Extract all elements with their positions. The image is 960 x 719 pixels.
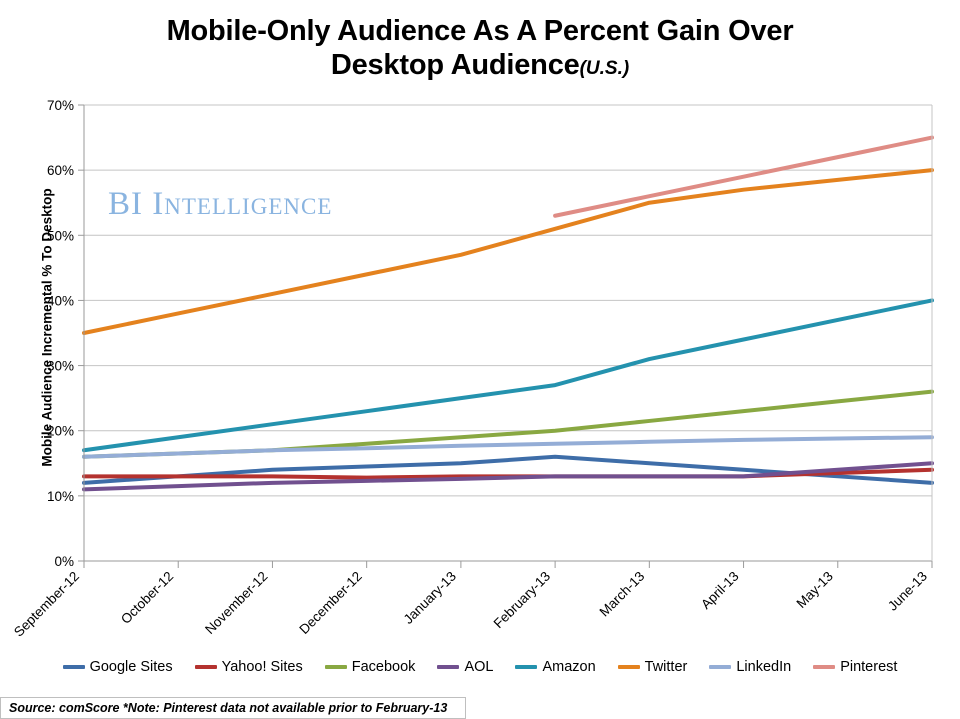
legend-item-yahoo-sites[interactable]: Yahoo! Sites bbox=[194, 659, 303, 675]
x-axis-tick-label: April-13 bbox=[698, 569, 742, 613]
series-line-linkedin bbox=[82, 435, 934, 459]
legend-item-twitter[interactable]: Twitter bbox=[617, 659, 688, 675]
series-line-aol bbox=[82, 461, 934, 492]
y-axis-tick-label: 50% bbox=[47, 228, 74, 243]
legend-swatch bbox=[709, 665, 732, 669]
legend-item-linkedin[interactable]: LinkedIn bbox=[709, 659, 791, 675]
chart-legend: Google Sites Yahoo! Sites Facebook AOL Amazo… bbox=[0, 659, 960, 675]
legend-label: AOL bbox=[464, 659, 494, 675]
x-axis-tick-label: May-13 bbox=[793, 569, 835, 611]
y-axis-tick-label: 60% bbox=[47, 163, 74, 178]
series-line-pinterest bbox=[553, 135, 934, 218]
x-axis-tick-label: October-12 bbox=[118, 569, 176, 627]
legend-label: Google Sites bbox=[89, 659, 173, 675]
source-note: Source: comScore *Note: Pinterest data n… bbox=[0, 697, 466, 719]
x-axis-ticks bbox=[83, 561, 933, 568]
y-axis-ticks bbox=[78, 104, 84, 562]
chart-title-line-2-main: Desktop Audience bbox=[330, 49, 580, 82]
x-axis-tick-labels: September-12 October-12 November-12 Decembe… bbox=[11, 569, 930, 640]
y-axis-tick-label: 20% bbox=[47, 424, 74, 439]
y-axis-tick-label: 0% bbox=[54, 554, 74, 569]
legend-label: Facebook bbox=[351, 659, 416, 675]
legend-swatch bbox=[62, 665, 85, 669]
x-axis-tick-label: January-13 bbox=[401, 569, 459, 627]
y-axis-tick-label: 40% bbox=[47, 293, 74, 308]
x-axis-tick-label: June-13 bbox=[885, 569, 930, 614]
plot-frame bbox=[83, 105, 933, 562]
x-axis-tick-label: September-12 bbox=[11, 569, 82, 640]
legend-item-aol[interactable]: AOL bbox=[437, 659, 493, 675]
series-line-facebook bbox=[82, 389, 934, 459]
series-line-amazon bbox=[82, 298, 934, 453]
legend-swatch bbox=[813, 665, 836, 669]
chart-title-line-1: Mobile-Only Audience As A Percent Gain O… bbox=[166, 15, 794, 47]
legend-label: LinkedIn bbox=[736, 659, 792, 675]
legend-swatch bbox=[194, 665, 217, 669]
legend-swatch bbox=[437, 665, 460, 669]
legend-swatch bbox=[324, 665, 347, 669]
chart-title: Mobile-Only Audience As A Percent Gain O… bbox=[0, 14, 960, 82]
gridlines bbox=[84, 104, 932, 562]
x-axis-tick-label: February-13 bbox=[491, 569, 554, 632]
x-axis-tick-label: November-12 bbox=[202, 569, 270, 637]
legend-label: Pinterest bbox=[840, 659, 898, 675]
y-axis-tick-label: 70% bbox=[47, 98, 74, 113]
legend-swatch bbox=[515, 665, 538, 669]
legend-item-amazon[interactable]: Amazon bbox=[515, 659, 596, 675]
chart-title-line-2: Desktop Audience(U.S.) bbox=[0, 48, 960, 82]
legend-item-facebook[interactable]: Facebook bbox=[324, 659, 416, 675]
legend-label: Amazon bbox=[542, 659, 596, 675]
bi-intelligence-watermark: BI Intelligence bbox=[108, 186, 333, 222]
y-axis-tick-label: 10% bbox=[47, 489, 74, 504]
x-axis-tick-label: December-12 bbox=[296, 569, 364, 637]
chart-title-suffix: (U.S.) bbox=[579, 58, 630, 80]
legend-label: Yahoo! Sites bbox=[221, 659, 303, 675]
legend-label: Twitter bbox=[644, 659, 688, 675]
series-lines bbox=[82, 135, 934, 492]
legend-swatch bbox=[617, 665, 640, 669]
y-axis-tick-labels: 0% 10% 20% 30% 40% 50% 60% 70% bbox=[47, 98, 74, 569]
x-axis-tick-label: March-13 bbox=[597, 569, 648, 620]
y-axis-tick-label: 30% bbox=[47, 359, 74, 374]
series-line-twitter bbox=[82, 168, 934, 335]
legend-item-pinterest[interactable]: Pinterest bbox=[813, 659, 897, 675]
legend-item-google-sites[interactable]: Google Sites bbox=[62, 659, 173, 675]
